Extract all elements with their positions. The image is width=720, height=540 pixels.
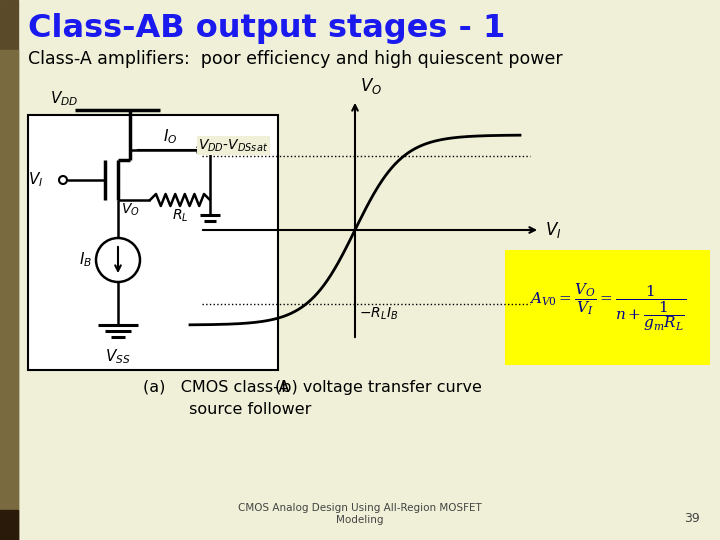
Text: (b) voltage transfer curve: (b) voltage transfer curve <box>275 380 482 395</box>
Text: $V_{DD}$-$V_{DSsat}$: $V_{DD}$-$V_{DSsat}$ <box>198 138 268 154</box>
Text: Class-A amplifiers:  poor efficiency and high quiescent power: Class-A amplifiers: poor efficiency and … <box>28 50 562 68</box>
Text: Class-AB output stages - 1: Class-AB output stages - 1 <box>28 13 505 44</box>
Bar <box>0 0 18 540</box>
Text: $I_B$: $I_B$ <box>79 251 92 269</box>
Bar <box>0 510 18 540</box>
Text: $R_L$: $R_L$ <box>172 208 188 225</box>
Text: 39: 39 <box>684 512 700 525</box>
Text: $I_O$: $I_O$ <box>163 127 177 146</box>
Text: $V_O$: $V_O$ <box>121 202 140 218</box>
Text: $A_{V0} = \dfrac{V_O}{V_I} = \dfrac{1}{n + \dfrac{1}{g_m R_L}}$: $A_{V0} = \dfrac{V_O}{V_I} = \dfrac{1}{n… <box>528 281 686 334</box>
Text: $V_{DD}$: $V_{DD}$ <box>50 89 78 108</box>
Bar <box>28 115 278 370</box>
Text: (a)   CMOS class-A
         source follower: (a) CMOS class-A source follower <box>143 380 311 417</box>
Text: $V_{SS}$: $V_{SS}$ <box>105 347 131 366</box>
Text: $V_I$: $V_I$ <box>545 220 562 240</box>
Text: $V_I$: $V_I$ <box>28 171 43 190</box>
Circle shape <box>96 238 140 282</box>
Bar <box>505 250 710 365</box>
Text: $-R_L I_B$: $-R_L I_B$ <box>359 306 398 322</box>
Text: CMOS Analog Design Using All-Region MOSFET
Modeling: CMOS Analog Design Using All-Region MOSF… <box>238 503 482 525</box>
Text: $V_O$: $V_O$ <box>360 76 382 96</box>
Bar <box>0 50 18 540</box>
